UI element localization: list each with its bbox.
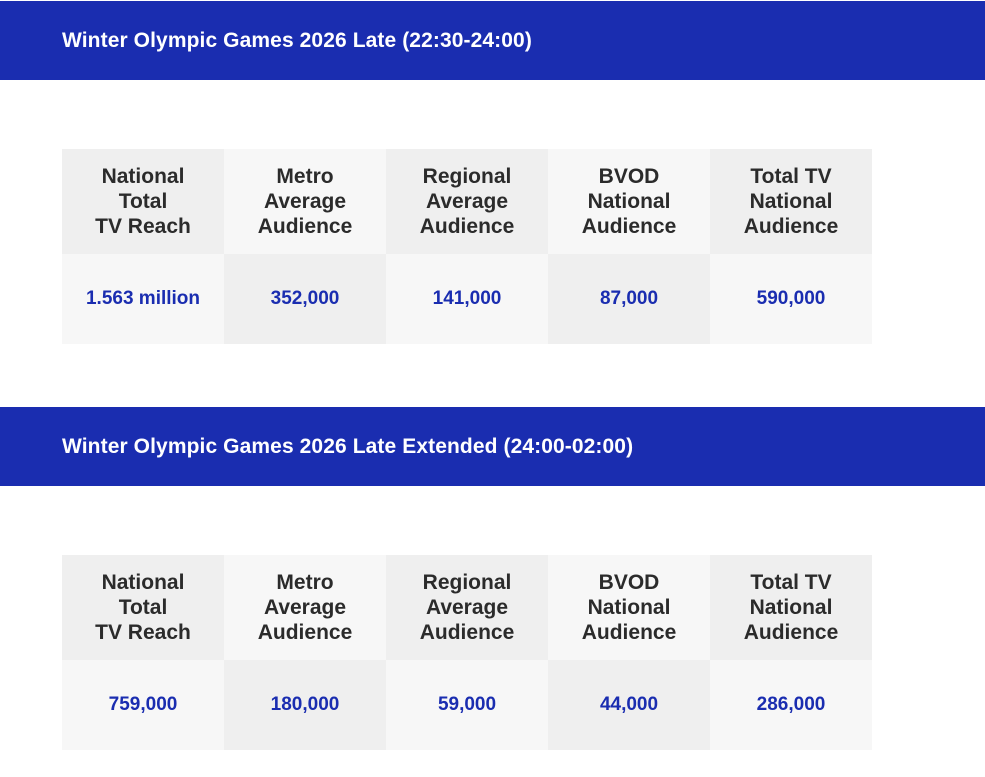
section-title: Winter Olympic Games 2026 Late Extended … bbox=[62, 434, 634, 458]
value-metro-audience: 352,000 bbox=[224, 254, 386, 344]
value-regional-audience: 59,000 bbox=[386, 660, 548, 750]
value-bvod-audience: 87,000 bbox=[548, 254, 710, 344]
audience-table-late: National Total TV Reach Metro Average Au… bbox=[62, 149, 872, 344]
section-title: Winter Olympic Games 2026 Late (22:30-24… bbox=[62, 28, 532, 52]
value-national-reach: 1.563 million bbox=[62, 254, 224, 344]
column-header-total-tv-audience: Total TV National Audience bbox=[710, 555, 872, 660]
value-regional-audience: 141,000 bbox=[386, 254, 548, 344]
column-header-national-reach: National Total TV Reach bbox=[62, 149, 224, 254]
value-bvod-audience: 44,000 bbox=[548, 660, 710, 750]
value-total-tv-audience: 286,000 bbox=[710, 660, 872, 750]
value-total-tv-audience: 590,000 bbox=[710, 254, 872, 344]
section-banner-late: Winter Olympic Games 2026 Late (22:30-24… bbox=[0, 1, 985, 80]
column-header-regional-audience: Regional Average Audience bbox=[386, 149, 548, 254]
column-header-metro-audience: Metro Average Audience bbox=[224, 149, 386, 254]
section-banner-late-extended: Winter Olympic Games 2026 Late Extended … bbox=[0, 407, 985, 486]
column-header-regional-audience: Regional Average Audience bbox=[386, 555, 548, 660]
value-metro-audience: 180,000 bbox=[224, 660, 386, 750]
audience-table-late-extended: National Total TV Reach Metro Average Au… bbox=[62, 555, 872, 750]
column-header-bvod-audience: BVOD National Audience bbox=[548, 149, 710, 254]
column-header-total-tv-audience: Total TV National Audience bbox=[710, 149, 872, 254]
value-national-reach: 759,000 bbox=[62, 660, 224, 750]
column-header-national-reach: National Total TV Reach bbox=[62, 555, 224, 660]
column-header-metro-audience: Metro Average Audience bbox=[224, 555, 386, 660]
column-header-bvod-audience: BVOD National Audience bbox=[548, 555, 710, 660]
